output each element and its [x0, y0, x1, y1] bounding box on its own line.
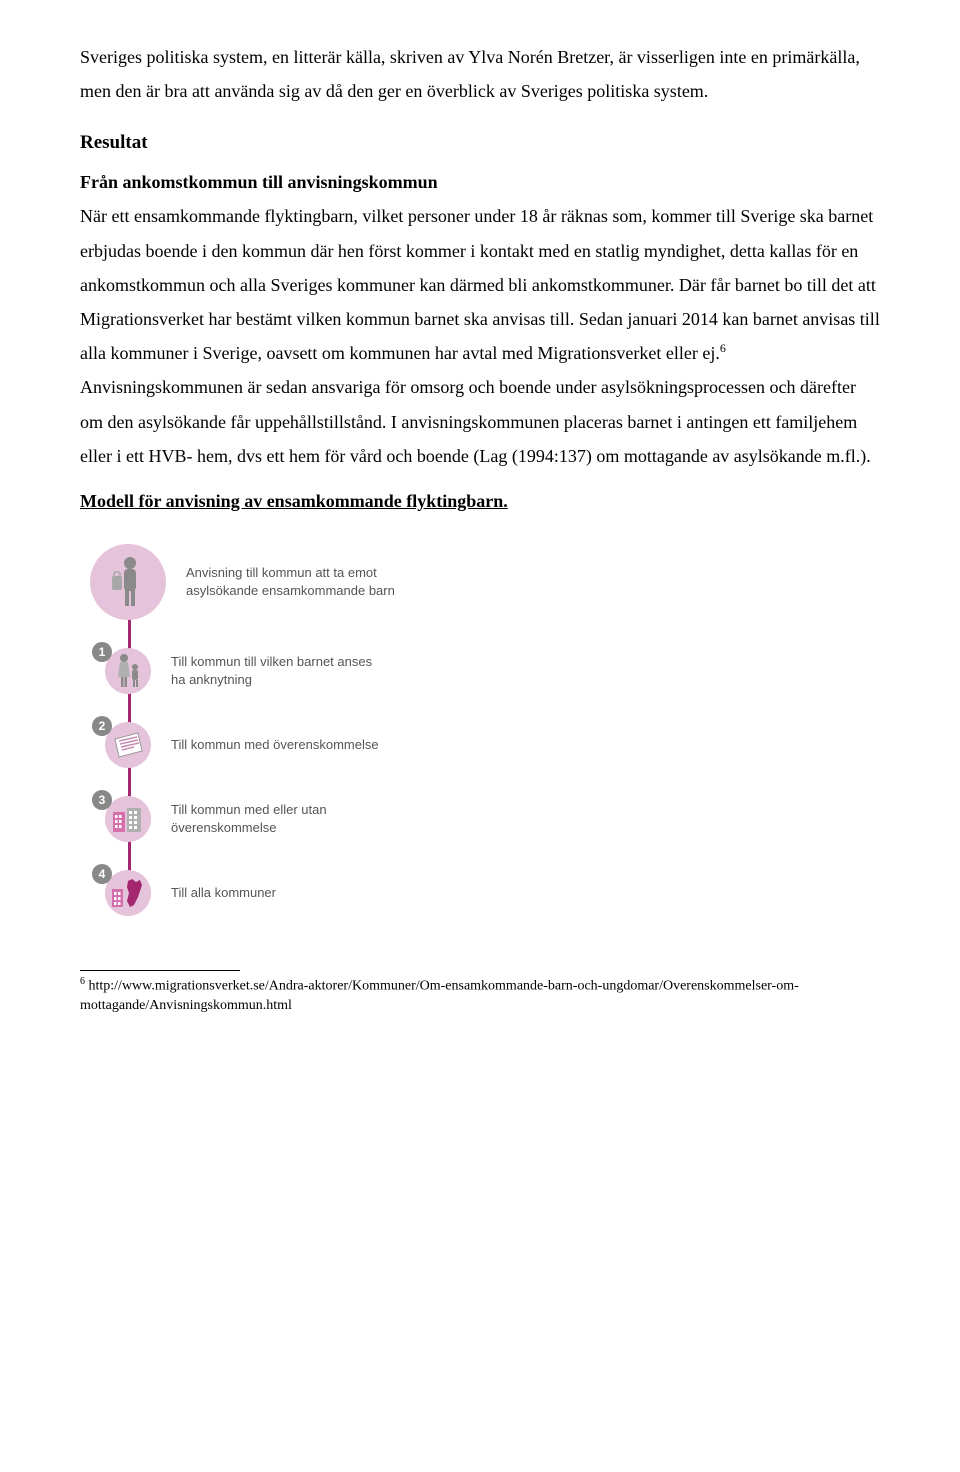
footnote-separator [80, 970, 240, 971]
footnote-ref: 6 [720, 341, 726, 355]
footnote-number: 6 [80, 976, 85, 987]
diagram-step: 2 Till kommun med överenskommelse [90, 708, 880, 782]
section-heading: Resultat [80, 132, 880, 154]
document-page: Sveriges politiska system, en litterär k… [0, 0, 960, 1056]
assignment-diagram: Anvisning till kommun att ta emot asylsö… [90, 530, 880, 930]
body-paragraph: När ett ensamkommande flyktingbarn, vilk… [80, 199, 880, 473]
footnote: 6 http://www.migrationsverket.se/Andra-a… [80, 975, 880, 1016]
diagram-step-top: Anvisning till kommun att ta emot asylsö… [90, 530, 880, 634]
diagram-circle-top [90, 544, 166, 620]
sub-heading: Från ankomstkommun till anvisningskommun [80, 172, 880, 193]
diagram-circle [105, 870, 151, 916]
diagram-step: 1 Till kommun till vilken barnet anses h… [90, 634, 880, 708]
diagram-label-top: Anvisning till kommun att ta emot asylsö… [186, 564, 396, 599]
diagram-label: Till kommun med eller utan överenskommel… [171, 801, 381, 836]
body-text-1: När ett ensamkommande flyktingbarn, vilk… [80, 206, 880, 363]
building-map-icon [110, 877, 146, 909]
buildings-icon [111, 804, 145, 834]
step-number-badge: 2 [92, 716, 112, 736]
diagram-step: 4 Till alla kommuner [90, 856, 880, 930]
body-text-2: Anvisningskommunen är sedan ansvariga fö… [80, 377, 871, 465]
woman-child-icon [113, 653, 143, 689]
diagram-step: 3 [90, 782, 880, 856]
step-number-badge: 3 [92, 790, 112, 810]
person-icon [106, 554, 150, 610]
document-icon [112, 731, 144, 759]
diagram-label: Till alla kommuner [171, 884, 276, 902]
diagram-label: Till kommun med överenskommelse [171, 736, 379, 754]
step-number-badge: 4 [92, 864, 112, 884]
diagram-circle [105, 796, 151, 842]
model-heading: Modell för anvisning av ensamkommande fl… [80, 491, 880, 512]
diagram-circle [105, 648, 151, 694]
step-number-badge: 1 [92, 642, 112, 662]
diagram-label: Till kommun till vilken barnet anses ha … [171, 653, 381, 688]
intro-paragraph: Sveriges politiska system, en litterär k… [80, 40, 880, 108]
footnote-text: http://www.migrationsverket.se/Andra-akt… [80, 979, 799, 1014]
diagram-circle [105, 722, 151, 768]
